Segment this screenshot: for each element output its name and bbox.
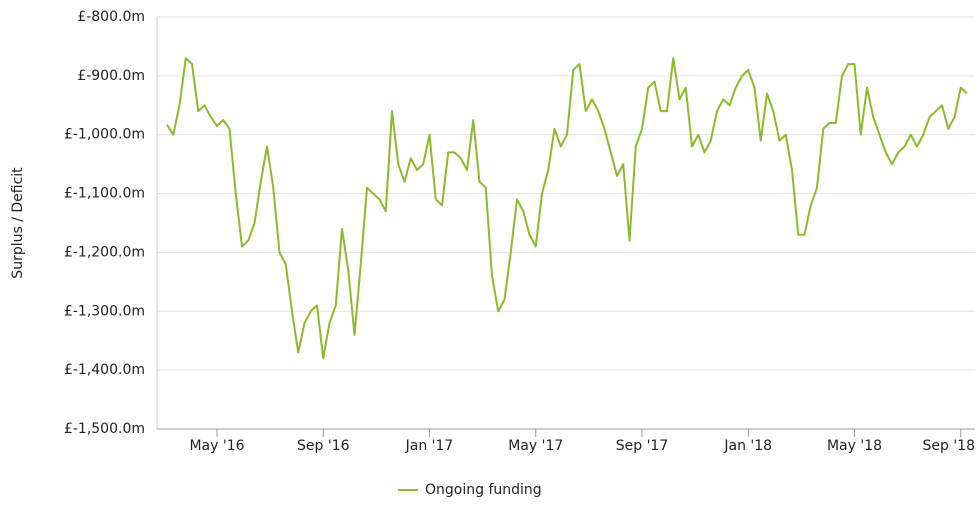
y-tick-label: £-1,100.0m — [64, 186, 145, 202]
y-axis-label: Surplus / Deficit — [10, 167, 26, 279]
x-tick-label: Sep '16 — [297, 438, 350, 454]
x-tick-label: Sep '17 — [616, 438, 669, 454]
x-tick-label: Jan '18 — [723, 438, 772, 454]
x-tick-label: Sep '18 — [923, 438, 976, 454]
legend-label: Ongoing funding — [425, 482, 542, 498]
x-tick-label: May '17 — [508, 438, 563, 454]
x-tick-label: May '16 — [189, 438, 244, 454]
y-tick-label: £-1,200.0m — [64, 244, 145, 260]
y-tick-label: £-1,000.0m — [64, 127, 145, 143]
y-tick-label: £-800.0m — [77, 9, 145, 25]
y-tick-label: £-1,300.0m — [64, 303, 145, 319]
y-tick-label: £-1,400.0m — [64, 362, 145, 378]
x-tick-label: Jan '17 — [405, 438, 454, 454]
x-tick-label: May '18 — [827, 438, 882, 454]
y-tick-label: £-900.0m — [77, 68, 145, 84]
y-tick-label: £-1,500.0m — [64, 421, 145, 437]
line — [166, 57, 968, 360]
